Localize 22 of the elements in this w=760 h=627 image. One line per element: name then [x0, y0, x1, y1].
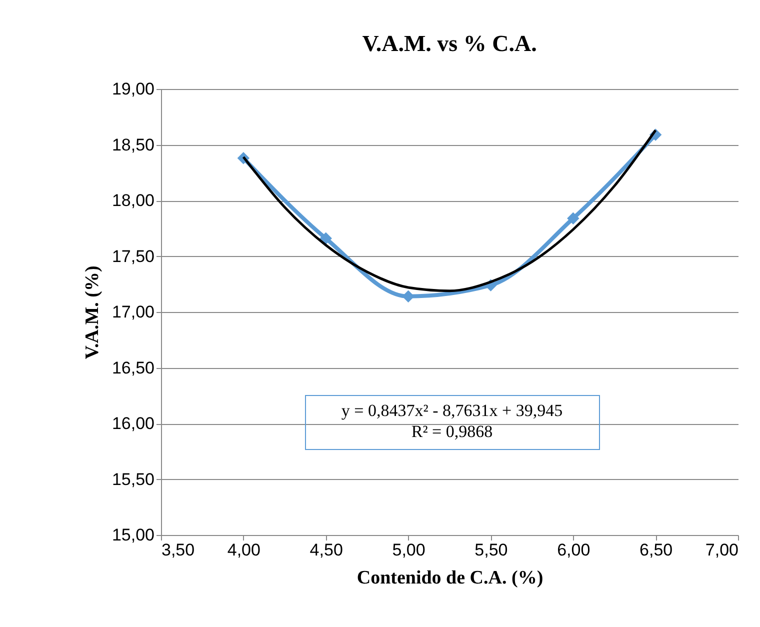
- chart-title: V.A.M. vs % C.A.: [362, 31, 537, 56]
- x-tick-label: 5,50: [474, 540, 508, 560]
- x-tick-label: 4,00: [227, 540, 260, 560]
- y-tick-label: 16,50: [112, 358, 154, 378]
- y-tick-label: 16,00: [112, 414, 154, 433]
- y-tick-label: 18,50: [112, 135, 154, 154]
- y-tick-label: 17,00: [112, 302, 154, 322]
- x-tick-label: 7,00: [705, 540, 738, 560]
- y-tick-label: 18,00: [112, 191, 154, 210]
- y-tick-label: 19,00: [112, 80, 154, 98]
- y-tick-label: 15,00: [112, 526, 154, 544]
- y-tick-label: 15,50: [112, 470, 154, 489]
- x-tick-label: 6,00: [557, 540, 590, 560]
- x-tick-label: 6,50: [640, 540, 673, 560]
- annotation: R² = 0,9868: [411, 422, 493, 441]
- y-tick-label: 17,50: [112, 246, 154, 266]
- annotation: y = 0,8437x² - 8,7631x + 39,945: [341, 401, 563, 420]
- x-tick-label: 5,00: [392, 540, 426, 560]
- x-tick-label: 4,50: [310, 540, 343, 560]
- x-axis-title: Contenido de C.A. (%): [356, 568, 544, 588]
- y-axis-title: V.A.M. (%): [82, 266, 103, 360]
- x-tick-label: 3,50: [162, 540, 195, 560]
